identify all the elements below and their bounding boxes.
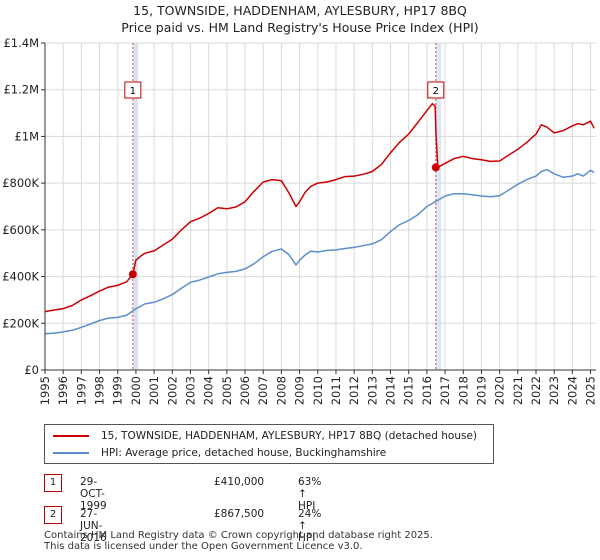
x-tick-label: 2016 [420, 376, 434, 405]
x-tick-label: 1997 [74, 376, 88, 405]
y-tick-label: £600K [2, 223, 39, 237]
transaction-date: 27-JUN-2016 [80, 508, 107, 544]
y-tick-label: £1M [14, 129, 39, 143]
x-tick-label: 1996 [56, 376, 70, 405]
x-tick-label: 2024 [565, 376, 579, 405]
x-tick-label: 2023 [547, 376, 561, 405]
sale-point [431, 163, 440, 172]
x-tick-label: 2021 [511, 376, 525, 405]
legend: 15, TOWNSIDE, HADDENHAM, AYLESBURY, HP17… [44, 424, 494, 464]
x-tick-label: 2010 [311, 376, 325, 405]
y-tick-label: £800K [2, 176, 39, 190]
x-tick-label: 2017 [438, 376, 452, 405]
chart-title: 15, TOWNSIDE, HADDENHAM, AYLESBURY, HP17… [133, 3, 467, 18]
chart-subtitle: Price paid vs. HM Land Registry's House … [121, 20, 479, 35]
x-tick-label: 2013 [365, 376, 379, 405]
x-tick-label: 1998 [93, 376, 107, 405]
legend-label-property: 15, TOWNSIDE, HADDENHAM, AYLESBURY, HP17… [101, 430, 478, 442]
transaction-badge: 1 [44, 474, 62, 492]
x-tick-label: 1999 [111, 376, 125, 405]
x-tick-label: 2011 [329, 376, 343, 405]
x-tick-label: 2007 [256, 376, 270, 405]
y-tick-label: £1.2M [3, 83, 39, 97]
x-tick-label: 2002 [165, 376, 179, 405]
x-tick-label: 2018 [456, 376, 470, 405]
transaction-price: £867,500 [214, 508, 265, 520]
sale-label-box [427, 81, 445, 99]
property-price-line [44, 102, 595, 313]
legend-item-hpi: HPI: Average price, detached house, Buck… [53, 445, 386, 461]
y-tick-label: £0 [24, 363, 39, 377]
legend-swatch-hpi [53, 452, 89, 454]
x-tick-label: 2015 [402, 376, 416, 405]
x-tick-label: 2022 [529, 376, 543, 405]
legend-label-hpi: HPI: Average price, detached house, Buck… [101, 447, 387, 459]
x-tick-label: 2009 [293, 376, 307, 405]
x-tick-label: 2001 [147, 376, 161, 405]
sale-point [128, 270, 137, 279]
hpi-line [44, 168, 595, 335]
legend-item-property: 15, TOWNSIDE, HADDENHAM, AYLESBURY, HP17… [53, 428, 477, 444]
transaction-price: £410,000 [214, 476, 265, 488]
x-tick-label: 2003 [183, 376, 197, 405]
y-tick-label: £1.4M [3, 36, 39, 50]
sale-label: 1 [130, 86, 136, 97]
footer-licence: This data is licensed under the Open Gov… [44, 541, 363, 552]
transaction-badge: 2 [44, 506, 62, 524]
x-tick-label: 2020 [493, 376, 507, 405]
x-tick-label: 2005 [220, 376, 234, 405]
y-tick-label: £200K [2, 316, 39, 330]
sale-label-box [124, 81, 142, 99]
y-tick-label: £400K [2, 270, 39, 284]
footer-copyright: Contains HM Land Registry data © Crown c… [44, 530, 433, 541]
x-tick-label: 1995 [38, 376, 52, 405]
legend-swatch-property [53, 435, 89, 437]
transaction-hpi: 63% ↑ HPI [298, 476, 322, 512]
transaction-hpi: 24% ↑ HPI [298, 508, 322, 544]
x-tick-label: 2025 [584, 376, 598, 405]
sale-label: 2 [433, 86, 439, 97]
sale-shade [435, 43, 442, 370]
transaction-date: 29-OCT-1999 [80, 476, 107, 512]
price-chart: 1 2 1995 1996 1997 1998 1999 2000 2001 2002 2003 2… [2, 36, 598, 405]
x-tick-label: 2000 [129, 376, 143, 405]
x-tick-label: 2014 [384, 376, 398, 405]
x-tick-label: 2004 [202, 376, 216, 405]
x-tick-label: 2019 [474, 376, 488, 405]
x-tick-label: 2008 [274, 376, 288, 405]
x-tick-label: 2006 [238, 376, 252, 405]
x-tick-label: 2012 [347, 376, 361, 405]
